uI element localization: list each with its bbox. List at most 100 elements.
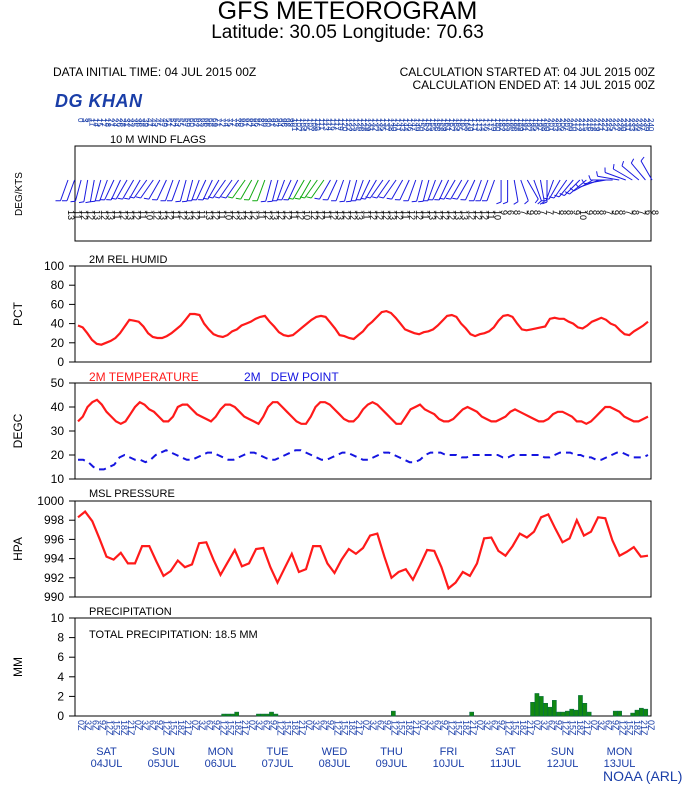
wind-speed-label: 12 [132, 210, 142, 220]
wind-top-label: 237 [638, 118, 647, 132]
wind-flag-barb [111, 197, 117, 200]
wind-speed-label: 13 [66, 210, 76, 220]
wind-top-label: 55 [176, 118, 185, 127]
wind-flag [520, 179, 529, 201]
wind-flag [369, 179, 384, 199]
precip-bar [469, 711, 474, 717]
x-hour-label: 6Z [318, 720, 328, 731]
wind-top-label: 149 [413, 118, 422, 132]
x-hour-labels: 0Z3Z6Z9Z12Z15Z18Z21Z0Z3Z6Z9Z12Z15Z18Z21Z… [76, 720, 656, 736]
wind-flag [271, 179, 279, 202]
wind-top-label: 164 [451, 118, 460, 132]
wind-flag-barb [117, 197, 123, 200]
wind-speed-label: 11 [256, 210, 266, 219]
wind-top-label: 197 [535, 118, 544, 132]
precip-bar [234, 711, 240, 717]
rh-tick-label: 20 [51, 336, 65, 350]
wind-speed-label: 13 [125, 210, 135, 220]
wind-flag [104, 179, 115, 201]
wind-top-label: 111 [317, 118, 326, 131]
x-hour-label: 6Z [90, 720, 100, 731]
x-hour-label: 0Z [418, 720, 428, 731]
wind-top-label: 135 [378, 118, 387, 132]
wind-flag [110, 179, 121, 201]
wind-top-label: 144 [401, 118, 410, 132]
x-hour-label: 6Z [489, 720, 499, 731]
wind-speed-label: 12 [164, 210, 174, 220]
wind-top-label: 177 [485, 118, 494, 132]
x-day-name: SAT [495, 746, 516, 758]
wind-top-label: 77 [229, 118, 238, 127]
wind-flag [344, 179, 351, 202]
x-day-date: 04JUL [91, 758, 123, 770]
wind-flag [383, 179, 397, 199]
wind-top-label: 143 [397, 118, 406, 132]
wind-flag [265, 179, 272, 202]
wind-top-label: 80 [237, 118, 246, 127]
wind-flag [94, 179, 102, 202]
wind-top-label: 138 [386, 118, 395, 132]
precip-bar [538, 696, 544, 717]
x-day-labels: SAT04JULSUN05JULMON06JULTUE07JULWED08JUL… [91, 746, 636, 770]
wind-speed-label: 11 [361, 210, 371, 219]
wind-top-label: 114 [325, 118, 334, 131]
precip-tick-label: 6 [57, 650, 64, 664]
wind-top-label: 5 [84, 118, 93, 123]
wind-speed-label: 12 [414, 210, 424, 220]
wind-top-label: 179 [489, 118, 498, 132]
wind-top-label: 189 [516, 118, 525, 132]
wind-flag [115, 179, 128, 200]
wind-top-label: 210 [570, 118, 579, 132]
wind-top-label: 213 [577, 118, 586, 132]
wind-top-label: 41 [145, 118, 154, 127]
wind-flag [207, 179, 220, 200]
wind-flag [319, 179, 331, 200]
wind-speed-label: 9 [499, 210, 509, 215]
x-day-date: 05JUL [148, 758, 180, 770]
wind-flag-barb [502, 201, 508, 205]
precip-bar [269, 711, 274, 717]
wind-flag [140, 179, 154, 199]
wind-top-label: 78 [233, 118, 242, 127]
wind-top-label: 94 [275, 118, 284, 127]
x-hour-label: 21Z [525, 720, 535, 736]
pressure-panel-frame [74, 500, 652, 598]
wind-top-label: 89 [260, 118, 269, 127]
wind-flag [355, 179, 364, 201]
wind-flag [248, 179, 259, 201]
wind-speed-label: 7 [604, 210, 614, 215]
x-hour-label: 21Z [354, 720, 364, 736]
precip-bar [578, 695, 583, 717]
wind-top-label: 159 [439, 118, 448, 132]
precip-yticks: 0 2 4 6 8 10 [51, 611, 75, 723]
wind-speed-label: 13 [269, 210, 279, 220]
wind-flag [621, 165, 640, 181]
wind-speed-label: 12 [434, 210, 444, 220]
wind-top-label: 18 [103, 118, 112, 127]
wind-top-label: 113 [321, 118, 330, 131]
precip-tick-label: 4 [57, 670, 64, 684]
wind-speed-label: 12 [374, 210, 384, 220]
wind-top-label: 233 [627, 118, 636, 132]
wind-speed-label: 11 [322, 210, 332, 219]
x-hour-label: 18Z [632, 720, 642, 736]
wind-top-label: 146 [405, 118, 414, 132]
x-hour-label: 0Z [133, 720, 143, 731]
wind-speed-label: 12 [381, 210, 391, 220]
temp-tick-label: 10 [51, 472, 65, 486]
rh-tick-label: 60 [51, 297, 65, 311]
x-day-name: TUE [267, 746, 289, 758]
wind-top-label: 110 [313, 118, 322, 131]
wind-flag [539, 179, 545, 202]
wind-top-label: 68 [206, 118, 215, 127]
wind-top-label: 156 [432, 118, 441, 132]
wind-speed-label: 8 [617, 210, 627, 215]
wind-flag [148, 179, 161, 200]
x-hour-label: 3Z [425, 720, 435, 731]
wind-panel-title: 10 M WIND FLAGS [110, 134, 206, 146]
wind-top-label: 131 [367, 118, 376, 132]
wind-flag-barb [124, 197, 130, 200]
x-hour-label: 12Z [105, 720, 115, 736]
precip-bar [586, 711, 592, 717]
x-hour-label: 9Z [439, 720, 449, 731]
